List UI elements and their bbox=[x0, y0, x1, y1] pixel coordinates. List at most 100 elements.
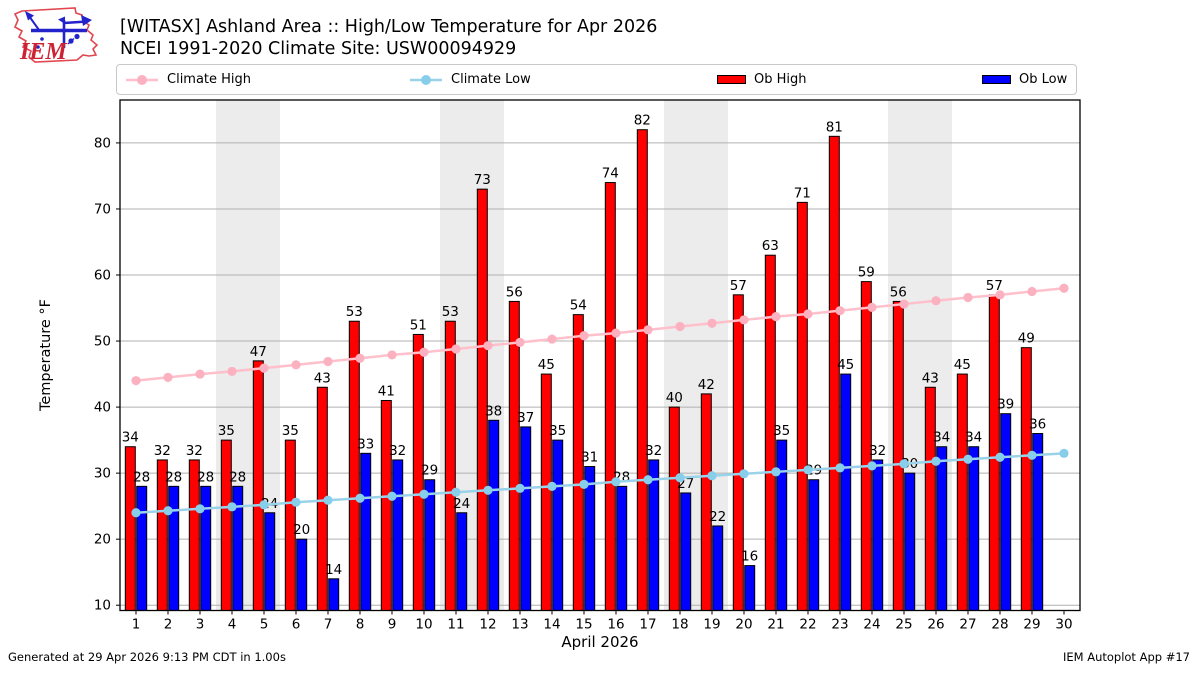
svg-text:53: 53 bbox=[346, 304, 363, 320]
legend-label: Climate Low bbox=[451, 72, 531, 87]
svg-text:28: 28 bbox=[229, 469, 246, 485]
climate-high-line bbox=[131, 283, 1069, 386]
svg-text:21: 21 bbox=[767, 617, 784, 633]
svg-text:5: 5 bbox=[260, 617, 269, 633]
svg-text:7: 7 bbox=[324, 617, 333, 633]
svg-text:35: 35 bbox=[282, 423, 299, 439]
svg-text:29: 29 bbox=[421, 463, 438, 479]
svg-text:43: 43 bbox=[922, 370, 939, 386]
svg-text:35: 35 bbox=[218, 423, 235, 439]
svg-text:27: 27 bbox=[959, 617, 976, 633]
svg-text:35: 35 bbox=[773, 423, 790, 439]
ob-high-swatch-icon bbox=[717, 75, 746, 84]
ob-low-swatch-icon bbox=[982, 75, 1011, 84]
legend-item-climate-low: Climate Low bbox=[409, 65, 531, 94]
svg-text:12: 12 bbox=[479, 617, 496, 633]
svg-text:45: 45 bbox=[837, 357, 854, 373]
legend-label: Ob Low bbox=[1019, 72, 1068, 87]
svg-text:41: 41 bbox=[378, 383, 395, 399]
svg-text:10: 10 bbox=[94, 598, 111, 614]
svg-text:20: 20 bbox=[735, 617, 752, 633]
svg-text:73: 73 bbox=[474, 172, 491, 188]
svg-text:40: 40 bbox=[666, 390, 683, 406]
svg-text:10: 10 bbox=[415, 617, 432, 633]
iem-logo: IEM bbox=[13, 7, 99, 65]
svg-text:13: 13 bbox=[511, 617, 528, 633]
y-axis-label: Temperature °F bbox=[38, 298, 54, 412]
legend-item-ob-high: Ob High bbox=[717, 65, 807, 94]
chart-subtitle: NCEI 1991-2020 Climate Site: USW00094929 bbox=[120, 39, 517, 59]
svg-text:32: 32 bbox=[869, 443, 886, 459]
ob-high-bars bbox=[124, 129, 1032, 612]
svg-text:34: 34 bbox=[122, 430, 139, 446]
logo-text: IEM bbox=[19, 39, 68, 65]
svg-text:28: 28 bbox=[165, 469, 182, 485]
svg-text:31: 31 bbox=[581, 450, 598, 466]
climate-low-line bbox=[131, 448, 1069, 518]
weather-station-icon bbox=[25, 11, 92, 49]
svg-text:26: 26 bbox=[927, 617, 944, 633]
svg-text:57: 57 bbox=[986, 278, 1003, 294]
svg-text:40: 40 bbox=[94, 400, 111, 416]
svg-text:28: 28 bbox=[991, 617, 1008, 633]
legend: Climate High Climate Low Ob High Ob Low bbox=[116, 64, 1077, 95]
svg-text:18: 18 bbox=[671, 617, 688, 633]
svg-text:32: 32 bbox=[186, 443, 203, 459]
svg-text:22: 22 bbox=[799, 617, 816, 633]
chart-title-block: [WITASX] Ashland Area :: High/Low Temper… bbox=[120, 16, 657, 60]
svg-text:3: 3 bbox=[196, 617, 205, 633]
svg-text:33: 33 bbox=[357, 436, 374, 452]
plot-frame bbox=[119, 99, 1081, 612]
svg-text:8: 8 bbox=[356, 617, 365, 633]
svg-text:56: 56 bbox=[890, 284, 907, 300]
svg-text:74: 74 bbox=[602, 166, 619, 182]
legend-label: Climate High bbox=[167, 72, 252, 87]
legend-item-climate-high: Climate High bbox=[125, 65, 251, 94]
ob-low-bars bbox=[136, 373, 1044, 612]
svg-text:37: 37 bbox=[517, 410, 534, 426]
svg-text:1: 1 bbox=[132, 617, 141, 633]
svg-text:14: 14 bbox=[325, 562, 342, 578]
svg-text:23: 23 bbox=[831, 617, 848, 633]
svg-text:28: 28 bbox=[133, 469, 150, 485]
svg-text:2: 2 bbox=[164, 617, 173, 633]
svg-text:70: 70 bbox=[94, 201, 111, 217]
svg-text:30: 30 bbox=[1055, 617, 1072, 633]
svg-text:14: 14 bbox=[543, 617, 560, 633]
svg-text:49: 49 bbox=[1018, 331, 1035, 347]
svg-text:22: 22 bbox=[709, 509, 726, 525]
svg-text:15: 15 bbox=[575, 617, 592, 633]
svg-text:29: 29 bbox=[1023, 617, 1040, 633]
svg-text:36: 36 bbox=[1029, 417, 1046, 433]
svg-text:34: 34 bbox=[965, 430, 982, 446]
svg-text:47: 47 bbox=[250, 344, 267, 360]
x-axis-label: April 2026 bbox=[561, 633, 639, 651]
generated-timestamp: Generated at 29 Apr 2026 9:13 PM CDT in … bbox=[8, 650, 286, 664]
svg-text:71: 71 bbox=[794, 185, 811, 201]
x-axis-ticks: 1 2 3 4 5 6 7 8 9 10 11 12 13 14 15 16 17 18 19 20 21 22 23 24 2… bbox=[132, 610, 1073, 633]
legend-item-ob-low: Ob Low bbox=[982, 65, 1067, 94]
svg-text:82: 82 bbox=[634, 113, 651, 129]
svg-text:35: 35 bbox=[549, 423, 566, 439]
svg-text:24: 24 bbox=[863, 617, 880, 633]
svg-text:25: 25 bbox=[895, 617, 912, 633]
svg-text:59: 59 bbox=[858, 265, 875, 281]
svg-text:34: 34 bbox=[933, 430, 950, 446]
svg-text:16: 16 bbox=[607, 617, 624, 633]
svg-text:39: 39 bbox=[997, 397, 1014, 413]
svg-text:32: 32 bbox=[389, 443, 406, 459]
svg-text:32: 32 bbox=[154, 443, 171, 459]
svg-text:17: 17 bbox=[639, 617, 656, 633]
climate-low-swatch-icon bbox=[410, 74, 442, 85]
svg-text:19: 19 bbox=[703, 617, 720, 633]
svg-text:11: 11 bbox=[447, 617, 464, 633]
svg-text:24: 24 bbox=[453, 496, 470, 512]
svg-text:28: 28 bbox=[197, 469, 214, 485]
svg-text:81: 81 bbox=[826, 119, 843, 135]
svg-text:38: 38 bbox=[485, 403, 502, 419]
svg-text:57: 57 bbox=[730, 278, 747, 294]
svg-text:63: 63 bbox=[762, 238, 779, 254]
y-axis-ticks: 10 20 30 40 50 60 70 80 bbox=[94, 135, 120, 614]
